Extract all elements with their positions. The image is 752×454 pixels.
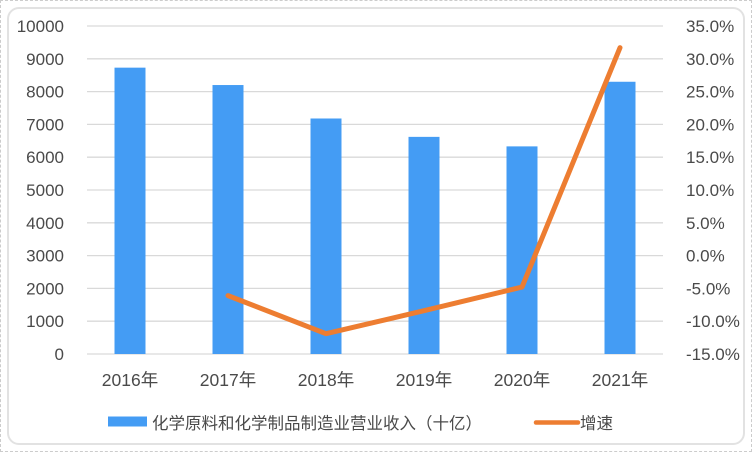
x-label-2017年: 2017年 bbox=[200, 370, 256, 390]
right-axis-tick: 15.0% bbox=[686, 148, 734, 167]
right-axis-tick: 35.0% bbox=[686, 17, 734, 36]
right-axis-tick: 10.0% bbox=[686, 181, 734, 200]
right-axis-tick: -15.0% bbox=[686, 345, 740, 364]
legend-label-revenue: 化学原料和化学制品制造业营业收入（十亿） bbox=[152, 414, 482, 433]
growth-line-series[interactable] bbox=[225, 45, 623, 337]
bar-2018年[interactable] bbox=[310, 118, 342, 354]
bar-2021年[interactable] bbox=[604, 81, 636, 354]
left-axis-tick-labels: 1000090008000700060005000400030002000100… bbox=[17, 17, 64, 364]
x-axis-category-labels: 2016年 2017年 2018年 2019年 2020年 2021年 bbox=[102, 370, 648, 390]
bar-2019年[interactable] bbox=[408, 136, 440, 354]
left-axis-tick: 1000 bbox=[26, 312, 64, 331]
right-axis-tick: -5.0% bbox=[686, 279, 730, 298]
legend-swatch-revenue bbox=[108, 416, 147, 427]
right-axis-tick: 0.0% bbox=[686, 247, 725, 266]
left-axis-tick: 8000 bbox=[26, 83, 64, 102]
x-label-2019年: 2019年 bbox=[396, 370, 452, 390]
bar-2017年[interactable] bbox=[212, 85, 244, 354]
right-axis-tick: 30.0% bbox=[686, 50, 734, 69]
bar-2016年[interactable] bbox=[114, 67, 146, 354]
left-axis-tick: 2000 bbox=[26, 279, 64, 298]
right-axis-tick-labels: 35.0% 30.0% 25.0% 20.0% 15.0% 10.0% 5.0% 0.0% -5… bbox=[686, 17, 740, 364]
right-axis-tick: -10.0% bbox=[686, 312, 740, 331]
left-axis-tick: 9000 bbox=[26, 50, 64, 69]
x-label-2018年: 2018年 bbox=[298, 370, 354, 390]
gridlines bbox=[87, 25, 663, 355]
right-axis-tick: 20.0% bbox=[686, 115, 734, 134]
legend-label-growth: 增速 bbox=[580, 414, 613, 433]
legend[interactable]: 化学原料和化学制品制造业营业收入（十亿） 增速 bbox=[108, 414, 613, 433]
right-axis-tick: 5.0% bbox=[686, 214, 725, 233]
left-axis-tick: 7000 bbox=[26, 115, 64, 134]
left-axis-tick: 10000 bbox=[17, 17, 64, 36]
left-axis-tick: 6000 bbox=[26, 148, 64, 167]
left-axis-tick: 0 bbox=[55, 345, 64, 364]
bar-2020年[interactable] bbox=[506, 146, 538, 354]
revenue-bar-series[interactable] bbox=[114, 67, 636, 354]
x-label-2020年: 2020年 bbox=[494, 370, 550, 390]
left-axis-tick: 3000 bbox=[26, 247, 64, 266]
right-axis-tick: 25.0% bbox=[686, 83, 734, 102]
left-axis-tick: 5000 bbox=[26, 181, 64, 200]
left-axis-tick: 4000 bbox=[26, 214, 64, 233]
x-label-2016年: 2016年 bbox=[102, 370, 158, 390]
chart-frame[interactable]: 10000 9000 8000 7000 6000 5000 4000 3000 2000 100… bbox=[7, 7, 745, 445]
x-label-2021年: 2021年 bbox=[592, 370, 648, 390]
